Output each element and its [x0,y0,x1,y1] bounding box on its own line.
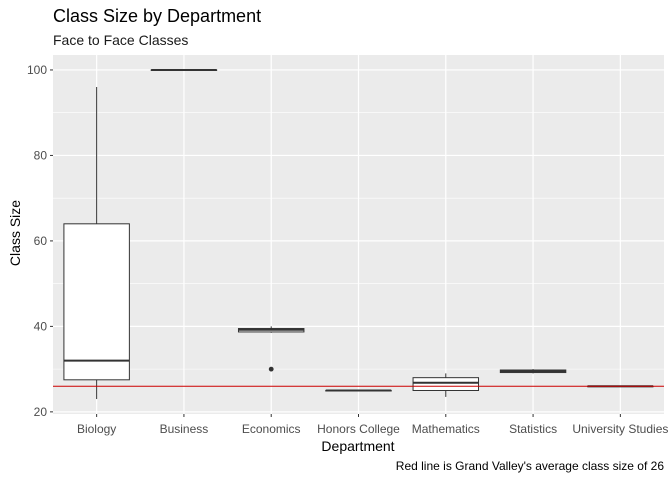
x-tick-label: Honors College [317,422,400,436]
x-axis-title: Department [321,438,394,454]
boxes [63,68,654,400]
x-tick-label: Economics [242,422,301,436]
y-tick-label: 60 [34,234,48,248]
box-biology [63,87,130,400]
y-tick-label: 100 [27,63,47,77]
box-mathematics [412,373,480,397]
x-axis-ticks: Biology Business Economics Honors College Ma… [77,414,668,436]
y-axis-ticks: 20 40 60 80 100 [27,63,53,419]
y-axis-title: Class Size [7,200,23,266]
y-tick-label: 40 [34,319,48,333]
x-tick-label: Mathematics [412,422,480,436]
y-tick-label: 80 [34,148,48,162]
chart-subtitle: Face to Face Classes [53,32,188,48]
x-tick-label: University Studies [572,422,668,436]
x-tick-label: Business [160,422,209,436]
y-tick-label: 20 [34,405,48,419]
box-economics [237,326,305,372]
box-business [150,68,218,71]
chart-title: Class Size by Department [53,6,261,26]
x-tick-label: Statistics [509,422,557,436]
chart-caption: Red line is Grand Valley's average class… [396,459,665,473]
box-iqr [63,223,130,381]
box-honors-college [325,389,392,392]
x-tick-label: Biology [77,422,116,436]
outlier-point [268,366,274,372]
box-iqr [412,377,480,391]
box-statistics [499,369,567,374]
